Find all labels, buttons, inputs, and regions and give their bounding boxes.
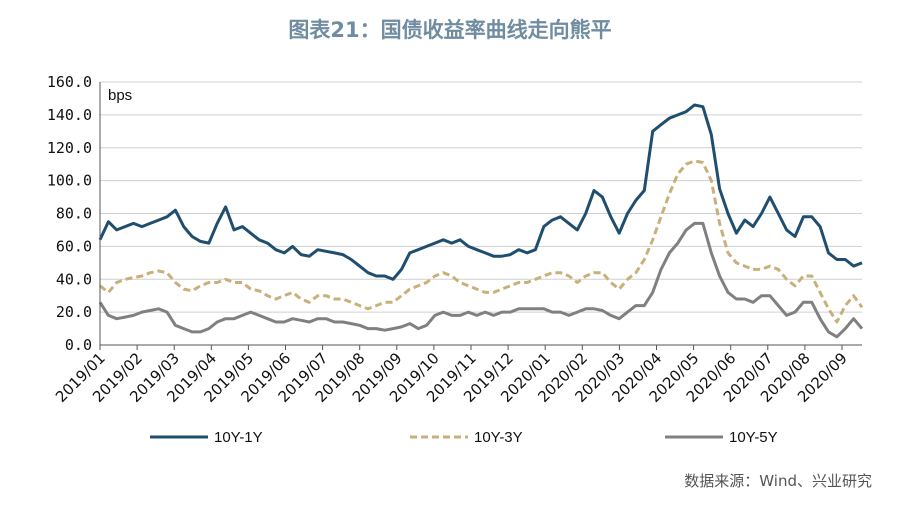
series-lines xyxy=(100,105,862,337)
legend: 10Y-1Y 10Y-3Y 10Y-5Y xyxy=(150,429,778,446)
gridlines xyxy=(100,82,862,312)
y-tick-label: 60.0 xyxy=(56,237,92,255)
series-line-10Y-1Y xyxy=(100,105,862,279)
x-tick-labels: 2019/012019/022019/032019/042019/052019/… xyxy=(52,349,851,406)
y-axis-unit-label: bps xyxy=(108,87,132,104)
y-tick-label: 100.0 xyxy=(47,172,92,190)
y-tick-label: 0.0 xyxy=(65,336,92,354)
axes xyxy=(100,82,862,350)
y-tick-label: 80.0 xyxy=(56,205,92,223)
y-tick-label: 40.0 xyxy=(56,270,92,288)
data-source-note: 数据来源：Wind、兴业研究 xyxy=(684,470,872,491)
legend-label-10Y-3Y: 10Y-3Y xyxy=(474,429,523,446)
y-tick-label: 160.0 xyxy=(47,73,92,91)
series-line-10Y-5Y xyxy=(100,223,862,336)
y-tick-label: 140.0 xyxy=(47,106,92,124)
series-line-10Y-3Y xyxy=(100,161,862,322)
y-tick-label: 120.0 xyxy=(47,139,92,157)
legend-label-10Y-5Y: 10Y-5Y xyxy=(729,429,778,446)
legend-label-10Y-1Y: 10Y-1Y xyxy=(214,429,263,446)
y-tick-labels: 0.0 20.0 40.0 60.0 80.0 100.0 120.0 140.0 160.0 xyxy=(47,73,92,354)
y-tick-label: 20.0 xyxy=(56,303,92,321)
